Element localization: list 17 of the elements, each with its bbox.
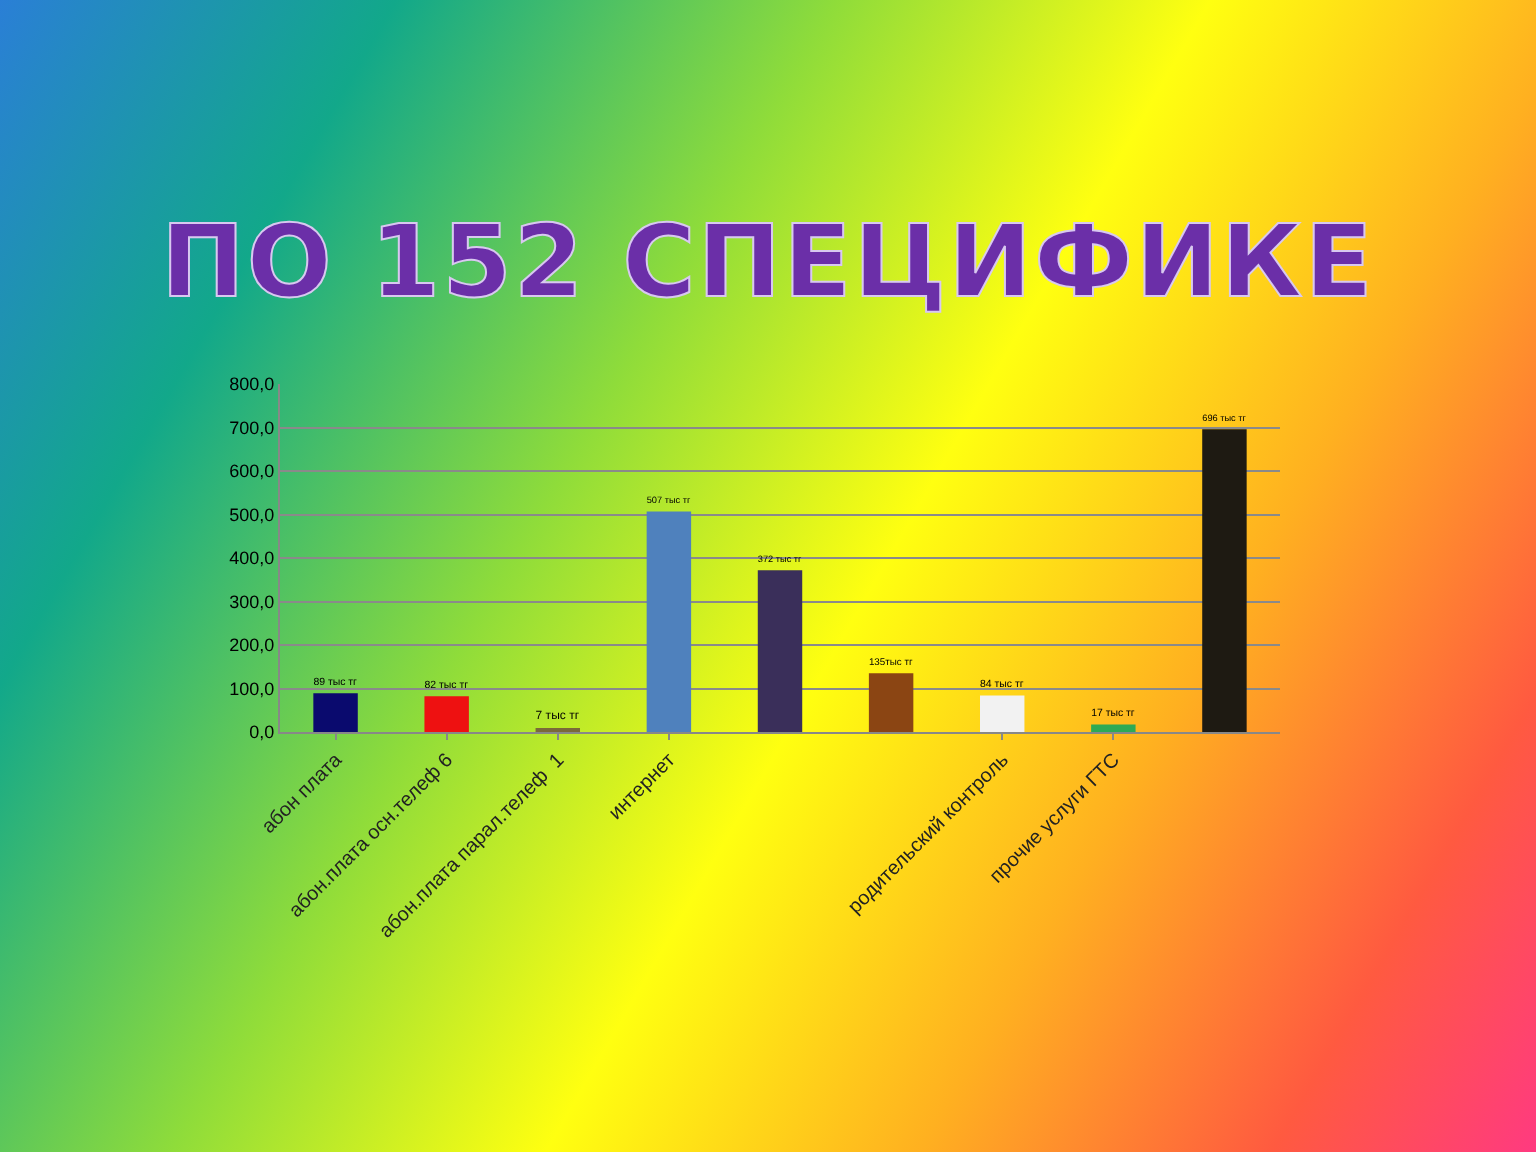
y-tick-label: 600,0 [229,461,275,482]
y-tick-label: 100,0 [229,678,275,699]
y-tick-label: 0,0 [249,722,275,743]
bar [757,570,803,732]
bar [646,511,692,732]
bar [1202,429,1247,732]
bar [980,695,1025,732]
y-tick-label: 300,0 [229,591,275,612]
bar [1091,724,1136,732]
y-tick-label: 800,0 [229,374,275,395]
bar [313,693,358,732]
y-tick-label: 200,0 [229,635,275,656]
y-tick-label: 400,0 [229,548,275,569]
bar [424,696,469,732]
y-tick-label: 700,0 [229,417,275,438]
y-tick-label: 500,0 [229,504,275,525]
bar [868,673,914,732]
